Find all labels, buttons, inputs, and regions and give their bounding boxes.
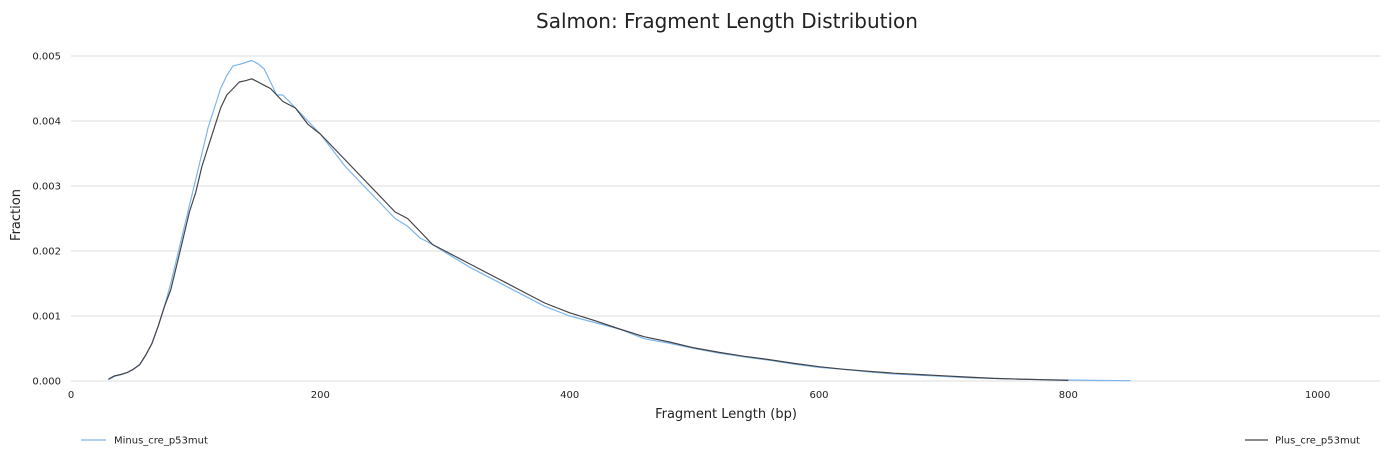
y-tick-label: 0.004: [32, 117, 61, 128]
x-tick-label: 1000: [1305, 390, 1330, 401]
y-tick-label: 0.001: [32, 312, 61, 323]
x-tick-label: 0: [68, 390, 74, 401]
legend-item: Minus_cre_p53mut: [81, 436, 208, 447]
x-axis-ticks: 0 200 400 600 800 1000: [68, 390, 1331, 401]
y-tick-label: 0.005: [32, 52, 61, 63]
series-line-minus-cre-p53mut: [108, 59, 1131, 382]
series-lines: [108, 59, 1131, 382]
y-axis-ticks: 0.000 0.001 0.002 0.003 0.004 0.005: [32, 52, 61, 388]
y-tick-label: 0.002: [32, 247, 61, 258]
y-tick-label: 0.003: [32, 182, 61, 193]
legend-label: Minus_cre_p53mut: [114, 436, 208, 447]
x-tick-label: 200: [311, 390, 330, 401]
series-line-plus-cre-p53mut: [108, 78, 1069, 381]
chart-title: Salmon: Fragment Length Distribution: [536, 9, 918, 33]
x-tick-label: 800: [1059, 390, 1078, 401]
x-axis-label: Fragment Length (bp): [655, 407, 797, 422]
legend: Minus_cre_p53mut Plus_cre_p53mut: [81, 436, 1360, 447]
legend-label: Plus_cre_p53mut: [1275, 436, 1360, 447]
x-tick-label: 400: [560, 390, 579, 401]
x-tick-label: 600: [809, 390, 828, 401]
y-tick-label: 0.000: [32, 377, 61, 388]
legend-item: Plus_cre_p53mut: [1245, 436, 1360, 447]
y-axis-label: Fraction: [9, 189, 24, 241]
gridlines: [71, 55, 1380, 382]
